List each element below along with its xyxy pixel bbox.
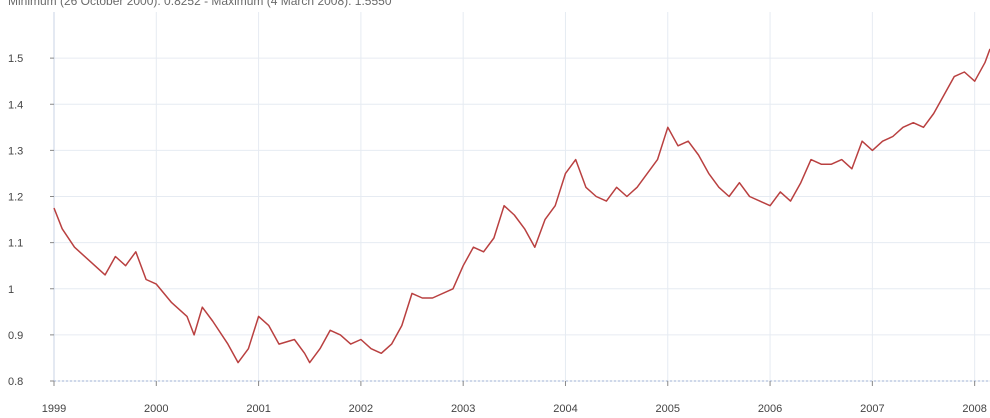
x-tick-label: 2003 xyxy=(451,403,475,415)
axes xyxy=(50,12,990,386)
chart-header: Minimum (26 October 2000): 0.8252 - Maxi… xyxy=(8,0,392,8)
grid xyxy=(53,12,990,382)
x-tick-label: 2007 xyxy=(860,403,884,415)
x-tick-label: 2006 xyxy=(758,403,782,415)
y-tick-label: 0.9 xyxy=(8,330,23,342)
y-tick-label: 1.3 xyxy=(8,145,23,157)
x-tick-label: 2004 xyxy=(553,403,577,415)
x-tick-label: 2000 xyxy=(144,403,168,415)
y-tick-label: 1.1 xyxy=(8,238,23,250)
series-line xyxy=(53,48,990,364)
y-tick-label: 1.4 xyxy=(8,99,23,111)
x-tick-label: 2002 xyxy=(349,403,373,415)
x-tick-label: 1999 xyxy=(42,403,66,415)
x-tick-label: 2008 xyxy=(962,403,986,415)
tick-labels: 1999 2000 2001 2002 2003 2004 2005 2006 2007 2008… xyxy=(8,53,987,415)
x-tick-label: 2001 xyxy=(246,403,270,415)
y-tick-label: 0.8 xyxy=(8,376,23,388)
y-tick-label: 1.2 xyxy=(8,192,23,204)
y-tick-label: 1.5 xyxy=(8,53,23,65)
series-layer xyxy=(53,48,990,364)
y-tick-label: 1 xyxy=(8,284,14,296)
x-tick-label: 2005 xyxy=(656,403,680,415)
